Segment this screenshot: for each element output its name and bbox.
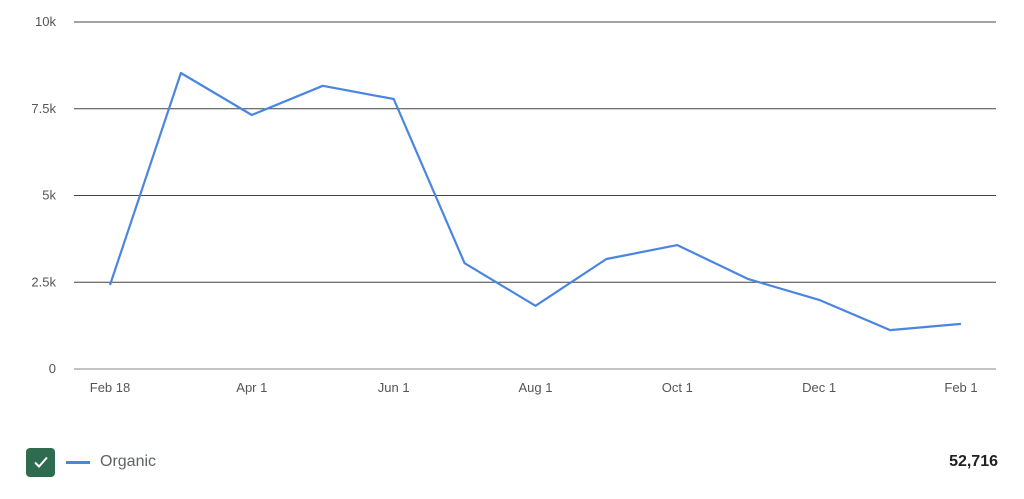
x-tick-label: Feb 18 xyxy=(90,380,130,395)
legend-swatch xyxy=(66,460,90,464)
x-tick-label: Jun 1 xyxy=(378,380,410,395)
y-tick-label: 10k xyxy=(35,14,56,29)
legend-label: Organic xyxy=(100,453,157,470)
line-chart: 0 2.5k 5k 7.5k 10k Feb 18 Apr 1 Jun 1 Aug 1 Oct 1… xyxy=(31,14,996,395)
series-line-organic xyxy=(108,71,962,332)
series-total: 52,716 xyxy=(949,453,998,470)
legend-item-organic: Organic xyxy=(26,447,156,477)
x-tick-label: Aug 1 xyxy=(519,380,553,395)
x-tick-label: Feb 1 xyxy=(944,380,977,395)
y-tick-label: 5k xyxy=(42,188,56,203)
y-tick-label: 0 xyxy=(49,361,56,376)
x-tick-label: Apr 1 xyxy=(236,380,267,395)
y-tick-label: 2.5k xyxy=(31,274,56,289)
x-tick-label: Dec 1 xyxy=(802,380,836,395)
y-tick-label: 7.5k xyxy=(31,101,56,116)
checkmark-icon xyxy=(33,456,48,468)
series-toggle-checkbox[interactable] xyxy=(26,447,55,477)
x-tick-label: Oct 1 xyxy=(662,380,693,395)
